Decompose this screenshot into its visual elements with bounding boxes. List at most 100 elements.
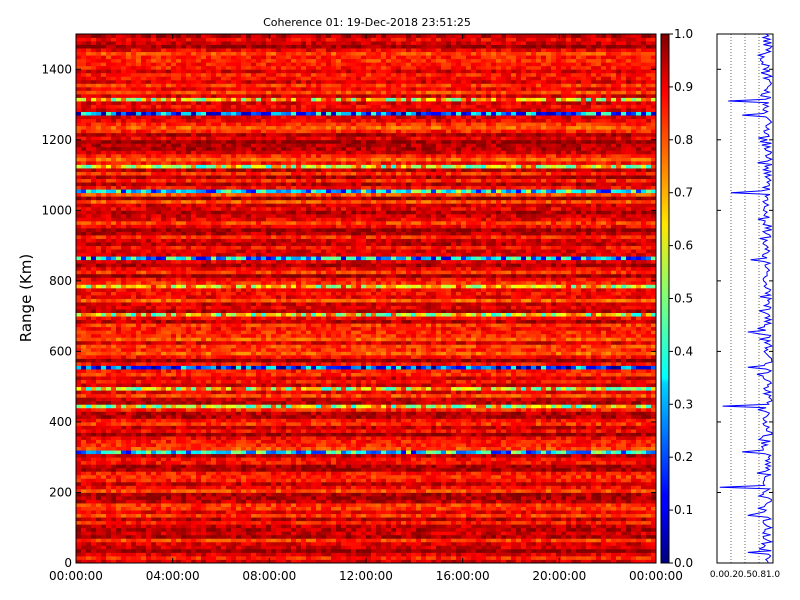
heatmap-cell <box>186 485 192 490</box>
heatmap-cell <box>126 411 132 416</box>
heatmap-cell <box>181 495 187 500</box>
heatmap-cell <box>91 492 97 497</box>
heatmap-cell <box>136 524 142 529</box>
heatmap-cell <box>591 471 597 476</box>
heatmap-cell <box>256 428 262 433</box>
heatmap-cell <box>621 428 627 433</box>
heatmap-cell <box>111 488 117 493</box>
heatmap-cell <box>336 421 342 426</box>
heatmap-cell <box>536 559 542 564</box>
heatmap-cell <box>246 499 252 504</box>
heatmap-cell <box>131 531 137 536</box>
heatmap-cell <box>631 552 637 557</box>
heatmap-cell <box>136 503 142 507</box>
heatmap-cell <box>241 513 247 518</box>
heatmap-cell <box>196 527 202 532</box>
heatmap-cell <box>436 425 442 430</box>
heatmap-cell <box>246 527 252 532</box>
heatmap-cell <box>551 432 557 437</box>
heatmap-cell <box>641 513 647 518</box>
heatmap-cell <box>501 471 507 476</box>
heatmap-cell <box>391 478 397 483</box>
heatmap-cell <box>521 499 527 504</box>
heatmap-cell <box>131 471 137 476</box>
heatmap-cell <box>96 464 102 469</box>
heatmap-cell <box>276 545 282 550</box>
heatmap-cell <box>231 446 237 451</box>
heatmap-cell <box>141 506 147 511</box>
heatmap-cell <box>236 443 242 448</box>
heatmap-cell <box>146 453 152 458</box>
heatmap-cell <box>276 524 282 529</box>
heatmap-cell <box>206 478 212 483</box>
heatmap-cell <box>521 541 527 546</box>
heatmap-cell <box>456 527 462 532</box>
heatmap-cell <box>586 510 592 515</box>
heatmap-cell <box>521 443 527 448</box>
heatmap-cell <box>81 531 87 536</box>
heatmap-cell <box>611 450 617 455</box>
heatmap-cell <box>191 513 197 518</box>
heatmap-cell <box>191 411 197 416</box>
heatmap-cell <box>601 548 607 553</box>
heatmap-cell <box>311 460 317 465</box>
heatmap-cell <box>126 481 132 486</box>
heatmap-cell <box>286 457 292 462</box>
heatmap-cell <box>261 457 267 462</box>
heatmap-cell <box>431 506 437 511</box>
heatmap-cell <box>571 411 577 416</box>
heatmap-cell <box>516 503 522 507</box>
heatmap-cell <box>256 527 262 532</box>
heatmap-cell <box>646 428 652 433</box>
heatmap-cell <box>461 439 467 444</box>
heatmap-cell <box>306 545 312 550</box>
heatmap-cell <box>176 457 182 462</box>
heatmap-cell <box>651 450 657 455</box>
heatmap-cell <box>396 436 402 440</box>
heatmap-cell <box>296 421 302 426</box>
heatmap-cell <box>81 407 87 412</box>
heatmap-cell <box>196 457 202 462</box>
heatmap-cell <box>206 534 212 539</box>
heatmap-cell <box>526 411 532 416</box>
heatmap-cell <box>616 520 622 525</box>
heatmap-cell <box>426 432 432 437</box>
heatmap-cell <box>96 457 102 462</box>
heatmap-cell <box>526 414 532 419</box>
heatmap-cell <box>476 446 482 451</box>
heatmap-cell <box>371 464 377 469</box>
heatmap-cell <box>356 531 362 536</box>
heatmap-cell <box>341 510 347 515</box>
heatmap-cell <box>566 443 572 448</box>
heatmap-cell <box>461 425 467 430</box>
heatmap-cell <box>91 460 97 465</box>
heatmap-cell <box>151 517 157 522</box>
heatmap-cell <box>156 471 162 476</box>
heatmap-cell <box>526 506 532 511</box>
heatmap-cell <box>421 453 427 458</box>
heatmap-cell <box>516 457 522 462</box>
heatmap-cell <box>141 499 147 504</box>
heatmap-cell <box>106 457 112 462</box>
heatmap-cell <box>161 492 167 497</box>
heatmap-cell <box>216 464 222 469</box>
heatmap-cell <box>426 545 432 550</box>
heatmap-cell <box>581 474 587 479</box>
heatmap-cell <box>586 481 592 486</box>
heatmap-cell <box>481 499 487 504</box>
heatmap-cell <box>121 425 127 430</box>
heatmap-cell <box>91 478 97 483</box>
heatmap-cell <box>351 538 357 543</box>
heatmap-cell <box>606 506 612 511</box>
heatmap-cell <box>581 425 587 430</box>
heatmap-cell <box>406 488 412 493</box>
heatmap-cell <box>306 425 312 430</box>
heatmap-cell <box>301 457 307 462</box>
heatmap-cell <box>476 432 482 437</box>
heatmap-cell <box>396 418 402 423</box>
heatmap-cell <box>376 559 382 564</box>
heatmap-cell <box>491 506 497 511</box>
heatmap-cell <box>111 474 117 479</box>
heatmap-cell <box>386 464 392 469</box>
heatmap-cell <box>646 495 652 500</box>
